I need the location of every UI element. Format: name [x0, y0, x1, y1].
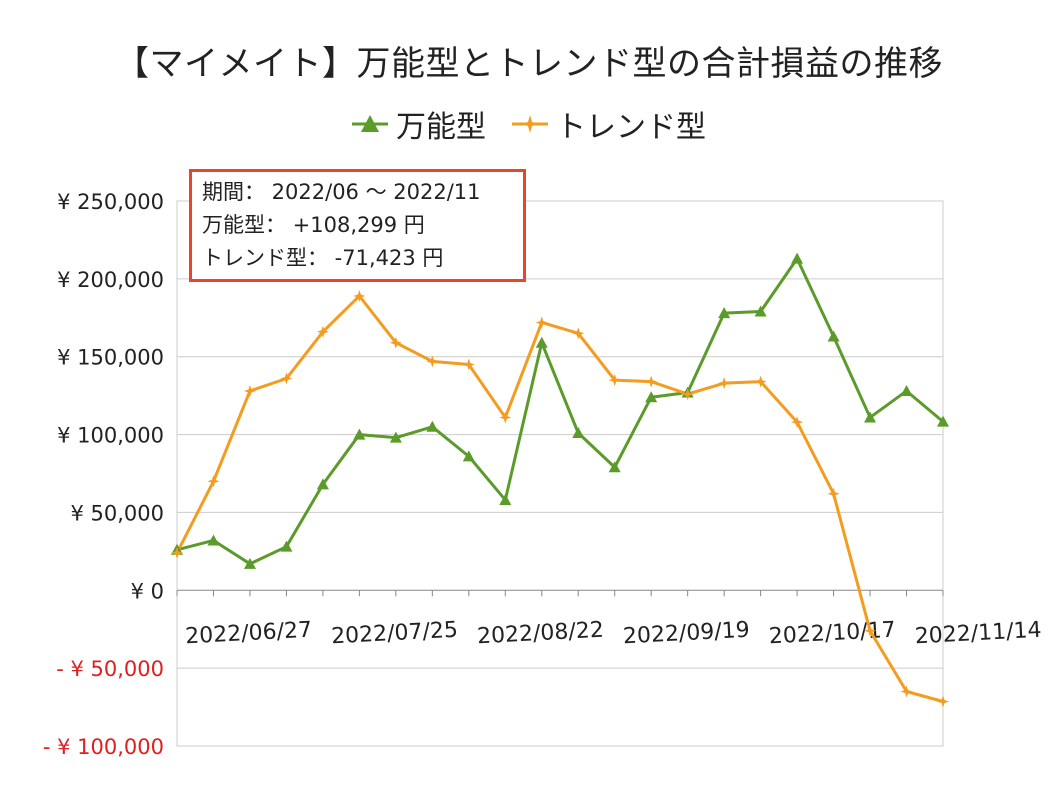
chart-title: 【マイメイト】万能型とトレンド型の合計損益の推移 [115, 44, 943, 84]
data-point-allround [718, 307, 731, 319]
data-point-trend [864, 624, 877, 637]
y-tick-label: ¥ 200,000 [57, 268, 164, 292]
y-tick-label: - ¥ 50,000 [56, 657, 164, 681]
summary-period: 期間： 2022/06 ～ 2022/11 [202, 180, 481, 204]
series-line-allround [176, 257, 944, 566]
data-point-allround [389, 431, 402, 443]
data-point-trend [645, 375, 658, 388]
data-point-allround [316, 478, 329, 490]
data-point-allround [353, 428, 366, 440]
data-point-allround [243, 557, 256, 569]
y-tick-label: ¥ 150,000 [57, 346, 164, 370]
data-point-allround [280, 540, 293, 552]
legend-item-trend: トレンド型 [512, 102, 706, 146]
data-point-allround [535, 336, 548, 348]
data-point-trend [280, 372, 293, 385]
data-point-trend [535, 316, 548, 329]
data-point-trend [681, 388, 694, 401]
data-point-allround [645, 391, 658, 403]
data-point-allround [827, 330, 840, 342]
data-point-trend [718, 377, 731, 390]
legend-item-allround: 万能型 [352, 102, 486, 146]
data-point-trend [499, 411, 512, 424]
star-marker-icon [512, 115, 548, 133]
y-tick-label: ¥ 0 [131, 579, 164, 603]
series-line-trend [175, 294, 944, 703]
x-tick-label: 2022/08/22 [476, 618, 604, 650]
y-tick-label: ¥ 100,000 [57, 424, 164, 448]
y-tick-label: ¥ 250,000 [57, 190, 164, 214]
data-point-allround [207, 534, 220, 546]
legend-label-trend: トレンド型 [556, 110, 706, 145]
data-point-allround [462, 450, 475, 462]
data-point-allround [864, 411, 877, 423]
data-point-trend [572, 327, 585, 340]
data-point-trend [426, 355, 439, 368]
data-point-trend [608, 374, 621, 387]
x-tick-label: 2022/06/27 [185, 618, 313, 650]
legend-label-allround: 万能型 [396, 110, 486, 145]
x-tick-label: 2022/09/19 [622, 618, 750, 650]
data-point-allround [572, 427, 585, 439]
data-point-allround [426, 420, 439, 432]
data-point-allround [791, 252, 804, 264]
data-point-allround [499, 493, 512, 505]
x-tick-label: 2022/11/14 [914, 618, 1042, 650]
plot-area [176, 200, 944, 747]
legend: 万能型 トレンド型 [0, 102, 1058, 146]
data-point-trend [937, 695, 949, 708]
data-point-trend [207, 475, 220, 488]
data-point-trend [389, 336, 402, 349]
data-point-trend [791, 416, 804, 429]
data-point-trend [316, 325, 329, 338]
data-point-trend [462, 358, 475, 371]
summary-trend: トレンド型： -71,423 円 [202, 246, 444, 270]
data-point-allround [608, 461, 621, 473]
data-point-trend [754, 375, 767, 388]
triangle-marker-icon [352, 115, 388, 132]
y-tick-label: ¥ 50,000 [70, 501, 164, 525]
data-point-trend [827, 487, 840, 500]
data-point-allround [754, 305, 767, 317]
summary-box: 期間： 2022/06 ～ 2022/11 万能型： +108,299 円 トレ… [189, 169, 526, 282]
data-point-allround [937, 415, 949, 427]
summary-allround: 万能型： +108,299 円 [202, 213, 425, 237]
data-point-allround [900, 384, 913, 396]
data-point-trend [243, 384, 256, 397]
data-point-trend [353, 289, 366, 302]
data-point-trend [171, 546, 183, 559]
x-tick-label: 2022/07/25 [331, 618, 459, 650]
data-point-trend [900, 685, 913, 698]
y-tick-label: - ¥ 100,000 [43, 735, 164, 759]
